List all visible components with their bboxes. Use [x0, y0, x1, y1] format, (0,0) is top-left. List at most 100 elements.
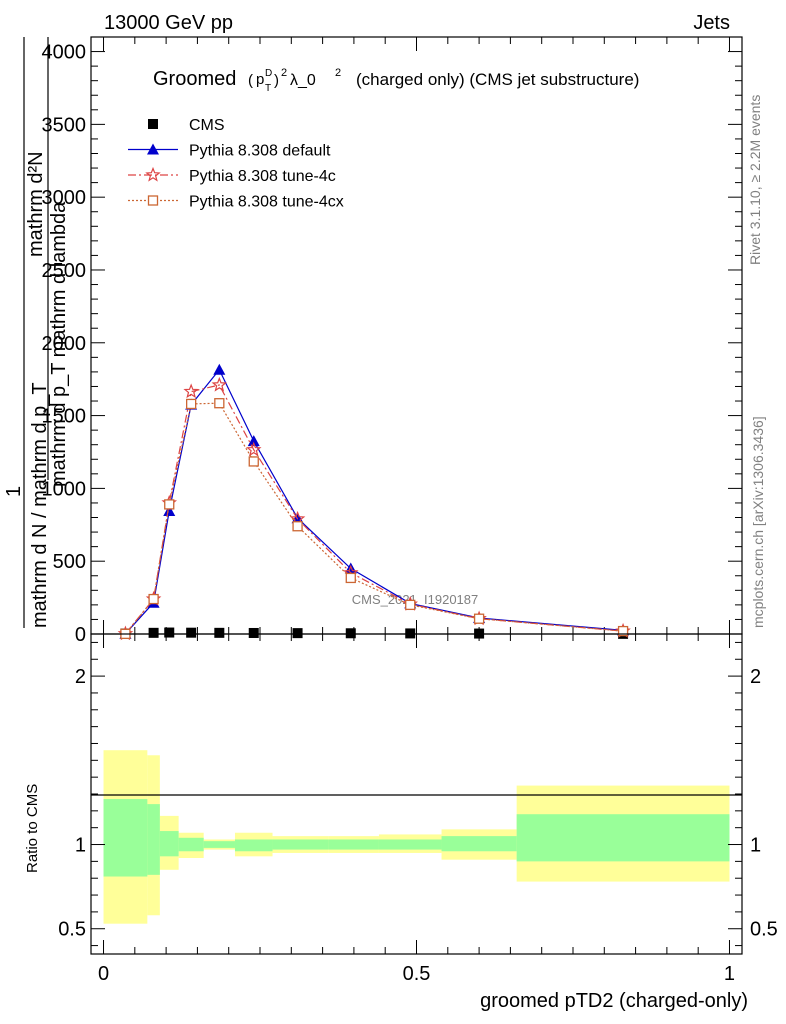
ratio-y-tick-label: 2 [75, 666, 86, 688]
data-point [163, 504, 176, 516]
title-p: p [256, 71, 264, 88]
y-tick-label: 1500 [42, 406, 87, 428]
green-band-bin [378, 839, 442, 850]
legend-label: Pythia 8.308 tune-4cx [189, 194, 344, 211]
mcplots-label: mcplots.cern.ch [arXiv:1306.3436] [750, 416, 766, 628]
plot-title: Groomed ( p T D ) 2 λ_0 2 (charged only)… [153, 67, 639, 94]
ratio-x-ticks: 0 0.5 1 [98, 634, 735, 985]
title-sub-t: T [265, 83, 271, 94]
ratio-y-tick-label: 1 [75, 835, 86, 857]
x-tick-label: 0 [98, 963, 109, 985]
y-tick-label: 4000 [42, 42, 87, 64]
y-tick-label: 1000 [42, 478, 87, 500]
y-tick-label: 2000 [42, 333, 87, 355]
legend-item: CMS [148, 117, 225, 134]
data-point [211, 376, 228, 392]
series-line [124, 402, 624, 635]
data-point [148, 593, 159, 605]
data-point [248, 627, 259, 638]
ratio-y-tick-label-right: 1 [750, 835, 761, 857]
title-paren-open: ( [248, 72, 253, 89]
series-layer [117, 363, 631, 641]
legend-marker [147, 143, 159, 155]
ratio-plot-panel: 0.5 0.51 12 2 0 0.5 1 Ratio to CMS groomed pT… [24, 633, 778, 1012]
data-point [183, 383, 199, 399]
title-sup-d: D [265, 68, 272, 79]
rivet-label: Rivet 3.1.10, ≥ 2.2M events [747, 95, 763, 265]
legend-item: Pythia 8.308 default [128, 143, 331, 160]
y-axis-label: mathrm d²N mathrm d p_T mathrm d lambda … [3, 37, 70, 628]
data-point [148, 627, 159, 638]
ratio-y-ticks: 0.5 0.5 1 1 2 2 [58, 641, 778, 947]
y-label-outer-den: mathrm d N / mathrm d p_T [29, 382, 51, 628]
title-suffix: (charged only) (CMS jet substructure) [356, 70, 639, 89]
green-band-bin [272, 839, 329, 850]
y-tick-label: 500 [53, 551, 86, 573]
data-point [164, 499, 175, 510]
green-band-bin [159, 831, 179, 857]
y-tick-label: 0 [75, 624, 86, 646]
legend-item: Pythia 8.308 tune-4cx [128, 194, 344, 211]
green-band-bin [234, 839, 273, 852]
data-point [186, 627, 197, 638]
green-band-bin [441, 836, 517, 852]
data-point [345, 628, 356, 639]
data-point [186, 398, 197, 410]
data-point [245, 441, 262, 457]
main-y-ticks: 0 500 1000 1500 2000 2500 3000 3500 4000 [42, 42, 742, 646]
y-tick-label: 3000 [42, 187, 87, 209]
title-lambda: λ_0 [290, 72, 316, 89]
data-point [213, 363, 226, 375]
y-tick-label: 3500 [42, 114, 87, 136]
y-label-bottom: mathrm d p_T mathrm d lambda [48, 201, 70, 487]
green-band-bin [178, 837, 204, 852]
legend-marker [148, 119, 158, 129]
data-point [247, 435, 260, 447]
main-plot-panel: 0 500 1000 1500 2000 2500 3000 3500 4000 Groomed… [3, 36, 743, 646]
uncertainty-bands [103, 750, 730, 924]
green-band-bin [203, 841, 235, 848]
data-point [473, 613, 485, 624]
data-point [617, 625, 629, 637]
ratio-y-tick-label: 0.5 [58, 919, 86, 941]
data-point [292, 628, 303, 639]
legend-marker [145, 166, 161, 182]
green-band-bin [147, 804, 160, 875]
legend-label: Pythia 8.308 default [189, 143, 331, 160]
legend: CMS Pythia 8.308 default Pythia 8.308 tune… [128, 117, 344, 211]
ratio-y-tick-label-right: 0.5 [750, 919, 778, 941]
data-point [214, 627, 225, 638]
green-band-bin [103, 799, 148, 877]
data-point [164, 627, 175, 638]
green-band-bin [328, 839, 379, 850]
x-tick-label: 0.5 [403, 963, 431, 985]
data-point [214, 398, 225, 409]
title-prefix: Groomed [153, 68, 236, 90]
x-axis-label: groomed pTD2 (charged-only) [480, 990, 748, 1012]
legend-marker [147, 195, 159, 206]
series-line [124, 384, 624, 635]
title-exp-b: 2 [335, 67, 341, 79]
y-tick-label: 2500 [42, 260, 87, 282]
y-label-top: mathrm d²N [25, 151, 47, 257]
title-paren-close: ) [274, 72, 279, 89]
data-point [292, 521, 303, 532]
watermark: CMS_2021_I1920187 [352, 592, 479, 607]
legend-label: CMS [189, 117, 225, 134]
green-band-bin [516, 814, 730, 862]
data-point [345, 572, 356, 584]
title-exp: 2 [281, 67, 287, 79]
series-pythia-8-308-tune-4cx [120, 398, 629, 640]
legend-label: Pythia 8.308 tune-4c [189, 168, 336, 185]
header-right: Jets [693, 12, 730, 34]
ratio-y-tick-label-right: 2 [750, 666, 761, 688]
data-point [248, 456, 259, 467]
series-cms [120, 627, 629, 639]
x-tick-label: 1 [724, 963, 735, 985]
ratio-y-label: Ratio to CMS [24, 784, 41, 873]
y-label-outer-num: 1 [3, 486, 25, 497]
data-point [405, 599, 416, 611]
legend-item: Pythia 8.308 tune-4c [128, 166, 336, 185]
header-left: 13000 GeV pp [104, 12, 233, 34]
